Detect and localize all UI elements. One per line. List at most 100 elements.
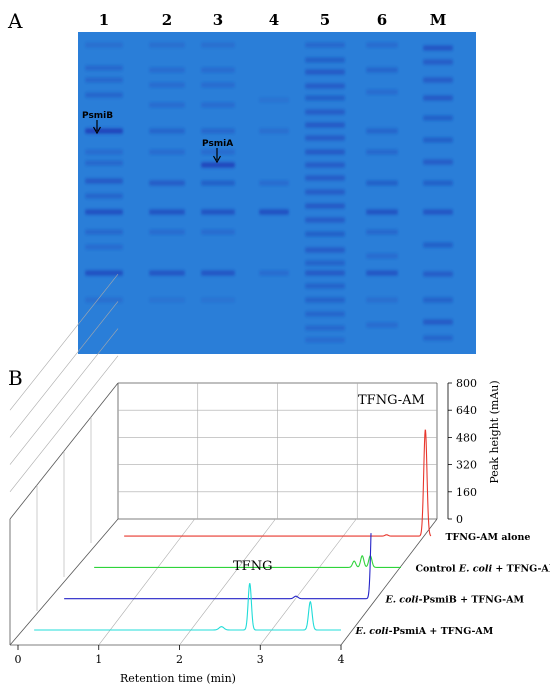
gel-band-lane-1-2: [85, 77, 123, 83]
gel-band-lane-2-4: [149, 128, 185, 134]
gel-band-lane-5-20: [305, 311, 345, 317]
gel-band-lane-6-3: [366, 128, 398, 134]
gel-band-lane-m-9: [423, 242, 453, 248]
lane-label-5: 5: [320, 11, 330, 29]
chart-frame: [9, 382, 438, 646]
gel-band-lane-m-2: [423, 77, 453, 83]
gel-band-lane-m-7: [423, 180, 453, 186]
gel-band-lane-4-4: [259, 270, 289, 276]
gel-band-lane-1-13: [85, 297, 123, 303]
gel-band-lane-3-0: [201, 42, 235, 48]
gel-band-lane-2-10: [149, 297, 185, 303]
x-tick-label-4: 4: [338, 653, 345, 666]
x-tick-label-1: 1: [95, 653, 102, 666]
annotation-psmib: PsmiB: [82, 111, 113, 121]
gel-band-lane-3-1: [201, 67, 235, 73]
gel-band-lane-6-5: [366, 180, 398, 186]
gel-band-lane-1-8: [85, 193, 123, 199]
lane-label-6: 6: [377, 11, 387, 29]
gel-band-lane-5-12: [305, 203, 345, 209]
gel-band-lane-5-6: [305, 122, 345, 128]
gel-band-lane-2-1: [149, 67, 185, 73]
gel-band-lane-2-7: [149, 209, 185, 215]
panel-b-letter: B: [8, 366, 23, 390]
y-tick-label-160: 160: [456, 486, 477, 499]
gel-band-lane-5-1: [305, 57, 345, 63]
gel-band-lane-6-4: [366, 149, 398, 155]
gel-band-lane-2-8: [149, 229, 185, 235]
gel-band-lane-3-10: [201, 270, 235, 276]
gel-band-lane-5-19: [305, 297, 345, 303]
y-tick-label-640: 640: [456, 404, 477, 417]
chart-series: TFNG-AM alone Control E. coli + TFNG-AM E.…: [34, 429, 550, 637]
gel-band-lane-1-6: [85, 160, 123, 166]
y-tick-label-0: 0: [456, 513, 463, 526]
gel-band-lane-1-7: [85, 178, 123, 184]
gel-band-lane-2-3: [149, 102, 185, 108]
gel-band-lane-2-5: [149, 149, 185, 155]
gel-band-lane-5-9: [305, 162, 345, 168]
gel-band-lane-5-4: [305, 95, 345, 101]
x-tick-label-3: 3: [257, 653, 264, 666]
lane-label-3: 3: [213, 11, 223, 29]
gel-band-lane-3-3: [201, 102, 235, 108]
lane-label-1: 1: [99, 11, 109, 29]
gel-band-lane-3-11: [201, 297, 235, 303]
y-tick-label-480: 480: [456, 431, 477, 444]
lane-label-2: 2: [162, 11, 172, 29]
gel-band-lane-5-16: [305, 260, 345, 266]
y-tick-label-320: 320: [456, 459, 477, 472]
y-tick-label-800: 800: [456, 377, 477, 390]
gel-band-lane-5-18: [305, 283, 345, 289]
gel-band-lane-1-5: [85, 149, 123, 155]
gel-band-lane-5-7: [305, 135, 345, 141]
arrow-psmia: [212, 148, 222, 164]
gel-band-lane-2-6: [149, 180, 185, 186]
gel-band-lane-m-8: [423, 209, 453, 215]
gel-band-lane-5-2: [305, 69, 345, 75]
gel-band-lane-6-9: [366, 270, 398, 276]
gel-band-lane-m-3: [423, 95, 453, 101]
gel-image: [78, 32, 476, 354]
gel-band-lane-4-1: [259, 128, 289, 134]
gel-band-lane-1-10: [85, 229, 123, 235]
gel-band-lane-1-9: [85, 209, 123, 215]
x-tick-label-0: 0: [15, 653, 22, 666]
gel-band-lane-5-3: [305, 83, 345, 89]
gel-band-lane-4-3: [259, 209, 289, 215]
gel-band-lane-4-2: [259, 180, 289, 186]
gel-band-lane-2-0: [149, 42, 185, 48]
peak-label-substrate: TFNG-AM: [358, 393, 425, 408]
gel-band-lane-5-11: [305, 189, 345, 195]
gel-bands: [85, 42, 453, 343]
gel-band-lane-6-11: [366, 322, 398, 328]
gel-band-lane-m-6: [423, 159, 453, 165]
lane-label-m: M: [430, 11, 447, 29]
lane-labels: 1 2 3 4 5 6 M: [99, 11, 447, 29]
gel-band-lane-m-12: [423, 319, 453, 325]
gel-band-lane-5-8: [305, 149, 345, 155]
gel-band-lane-5-17: [305, 270, 345, 276]
gel-band-lane-6-1: [366, 67, 398, 73]
gel-band-lane-1-1: [85, 65, 123, 71]
gel-band-lane-5-10: [305, 175, 345, 181]
gel-band-lane-6-0: [366, 42, 398, 48]
gel-band-lane-5-0: [305, 42, 345, 48]
gel-band-lane-5-22: [305, 337, 345, 343]
x-axis-title: Retention time (min): [120, 672, 236, 685]
gel-band-lane-m-4: [423, 115, 453, 121]
gel-band-lane-3-4: [201, 128, 235, 134]
peak-label-product: TFNG: [233, 559, 272, 574]
gel-band-lane-m-5: [423, 137, 453, 143]
gel-band-lane-m-11: [423, 297, 453, 303]
gel-band-lane-3-6: [201, 162, 235, 168]
gel-band-lane-1-11: [85, 244, 123, 250]
annotation-psmia: PsmiA: [202, 139, 233, 149]
gel-band-lane-m-0: [423, 45, 453, 51]
chart-grid: [9, 274, 437, 646]
gel-band-lane-5-5: [305, 109, 345, 115]
gel-band-lane-m-13: [423, 335, 453, 341]
series-label-2: Control E. coli + TFNG-AM: [415, 563, 550, 574]
gel-band-lane-6-7: [366, 229, 398, 235]
